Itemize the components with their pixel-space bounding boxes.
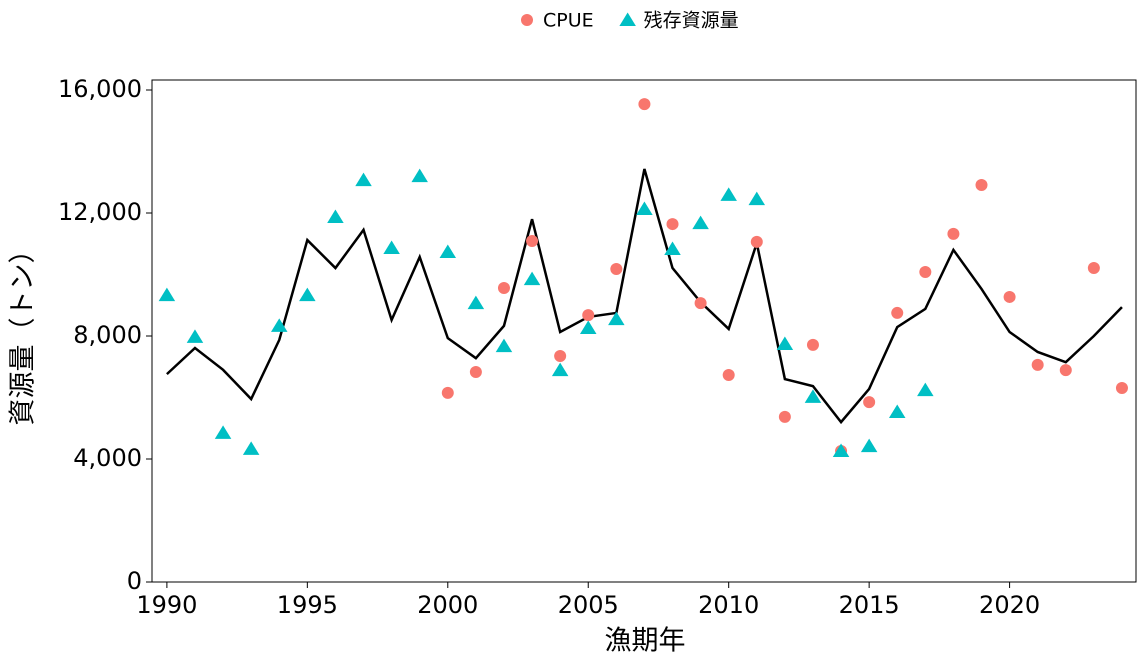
cpue-point	[526, 234, 539, 247]
stock-point	[242, 441, 260, 455]
y-tick-label: 4,000	[73, 444, 142, 472]
stock-point	[523, 271, 541, 286]
stock-point	[299, 287, 316, 302]
x-tick-label: 2020	[979, 591, 1040, 619]
stock-point	[888, 404, 906, 418]
stock-point	[579, 320, 597, 335]
cpue-point	[666, 218, 679, 231]
legend-label: 残存資源量	[644, 10, 739, 32]
cpue-point	[891, 306, 904, 319]
cpue-point	[863, 396, 876, 409]
cpue-point	[806, 338, 819, 351]
x-axis-title: 漁期年	[605, 626, 686, 657]
cpue-point	[1031, 358, 1044, 371]
stock-point	[270, 318, 288, 332]
x-tick-label: 2010	[698, 591, 759, 619]
stock-point	[692, 215, 709, 230]
legend-swatch	[619, 12, 636, 26]
cpue-point	[750, 235, 763, 248]
stock-point	[664, 241, 681, 255]
cpue-point	[778, 410, 791, 423]
cpue-point	[441, 386, 454, 399]
cpue-point	[1115, 381, 1128, 394]
cpue-point	[497, 282, 510, 295]
legend-swatch	[521, 14, 533, 26]
cpue-point	[947, 227, 960, 240]
stock-point	[720, 187, 737, 201]
cpue-point	[638, 98, 651, 111]
data-line	[166, 168, 1123, 425]
cpue-point	[469, 365, 482, 378]
x-tick-label: 2005	[558, 591, 619, 619]
stock-point	[748, 191, 766, 206]
x-tick-label: 1995	[277, 591, 338, 619]
cpue-point	[1087, 262, 1100, 275]
y-axis-title: 資源量（トン）	[8, 237, 39, 426]
stock-point	[383, 240, 400, 255]
stock-point	[439, 244, 457, 259]
stock-point	[917, 382, 934, 397]
x-tick-label: 1990	[136, 591, 197, 619]
x-tick-label: 2000	[417, 591, 478, 619]
x-tick-label: 2015	[839, 591, 900, 619]
stock-point	[411, 168, 428, 183]
stock-point	[832, 443, 850, 458]
cpue-point	[722, 369, 735, 382]
stock-point	[551, 362, 569, 377]
stock-point	[804, 389, 822, 403]
y-tick-label: 16,000	[58, 75, 142, 103]
y-tick-label: 8,000	[73, 321, 142, 349]
stock-point	[214, 425, 232, 439]
y-tick-label: 0	[127, 567, 142, 595]
stock-point	[636, 201, 653, 215]
cpue-point	[919, 266, 932, 279]
stock-point	[467, 295, 485, 310]
legend-label: CPUE	[543, 10, 594, 32]
stock-point	[158, 287, 176, 302]
y-tick-label: 12,000	[58, 198, 142, 226]
cpue-point	[582, 309, 595, 322]
stock-point	[608, 311, 625, 326]
cpue-point	[1003, 290, 1016, 303]
cpue-point	[1059, 364, 1072, 377]
plot-frame	[151, 79, 1137, 583]
stock-point	[355, 172, 372, 187]
stock-point	[327, 209, 344, 223]
stock-point	[776, 336, 794, 350]
cpue-point	[975, 179, 988, 192]
cpue-point	[610, 262, 623, 275]
stock-point	[860, 438, 878, 453]
stock-point	[186, 329, 204, 343]
cpue-point	[694, 297, 707, 310]
stock-point	[495, 338, 513, 353]
cpue-point	[554, 349, 567, 362]
